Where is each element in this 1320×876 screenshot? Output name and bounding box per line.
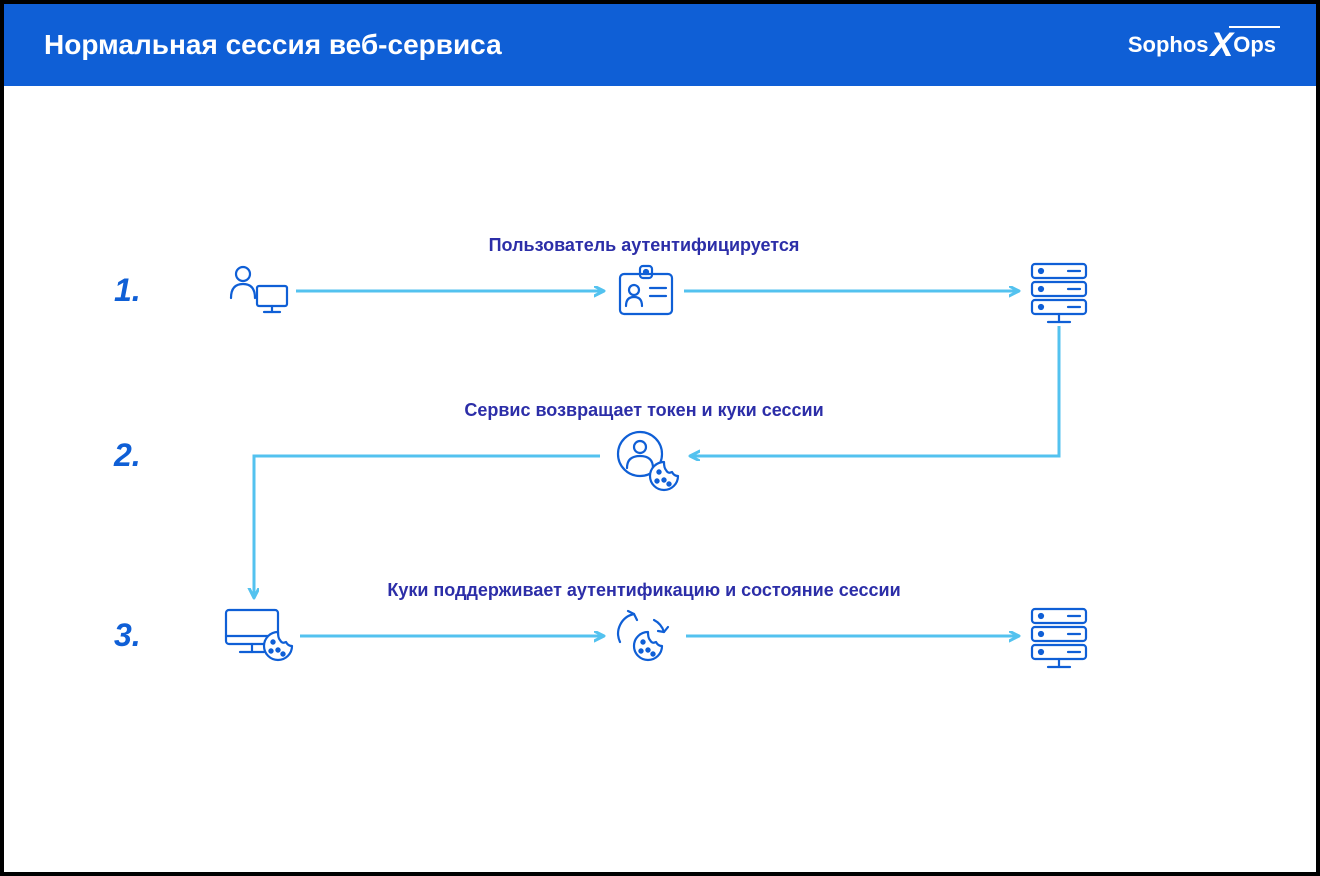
diagram-svg <box>4 86 1316 876</box>
logo-suffix-text: Ops <box>1233 32 1276 58</box>
brand-logo: SophosXOps <box>1128 26 1276 65</box>
arrow-server-to-cookie <box>690 326 1059 456</box>
id-badge-icon <box>620 266 672 314</box>
monitor-cookie-icon <box>226 610 292 660</box>
diagram-frame: Нормальная сессия веб-сервиса SophosXOps… <box>0 0 1320 876</box>
header-bar: Нормальная сессия веб-сервиса SophosXOps <box>4 4 1316 86</box>
arrow-cookie-to-monitor <box>254 456 600 598</box>
logo-x-icon: X <box>1211 26 1232 65</box>
diagram-content: 1. 2. 3. Пользователь аутентифицируется … <box>4 86 1316 872</box>
page-title: Нормальная сессия веб-сервиса <box>44 29 502 61</box>
user-monitor-icon <box>231 267 287 312</box>
logo-brand-text: Sophos <box>1128 32 1209 58</box>
refresh-cookie-icon <box>618 611 668 660</box>
server-icon-row1 <box>1032 264 1086 322</box>
server-icon-row3 <box>1032 609 1086 667</box>
user-cookie-icon <box>618 432 678 490</box>
